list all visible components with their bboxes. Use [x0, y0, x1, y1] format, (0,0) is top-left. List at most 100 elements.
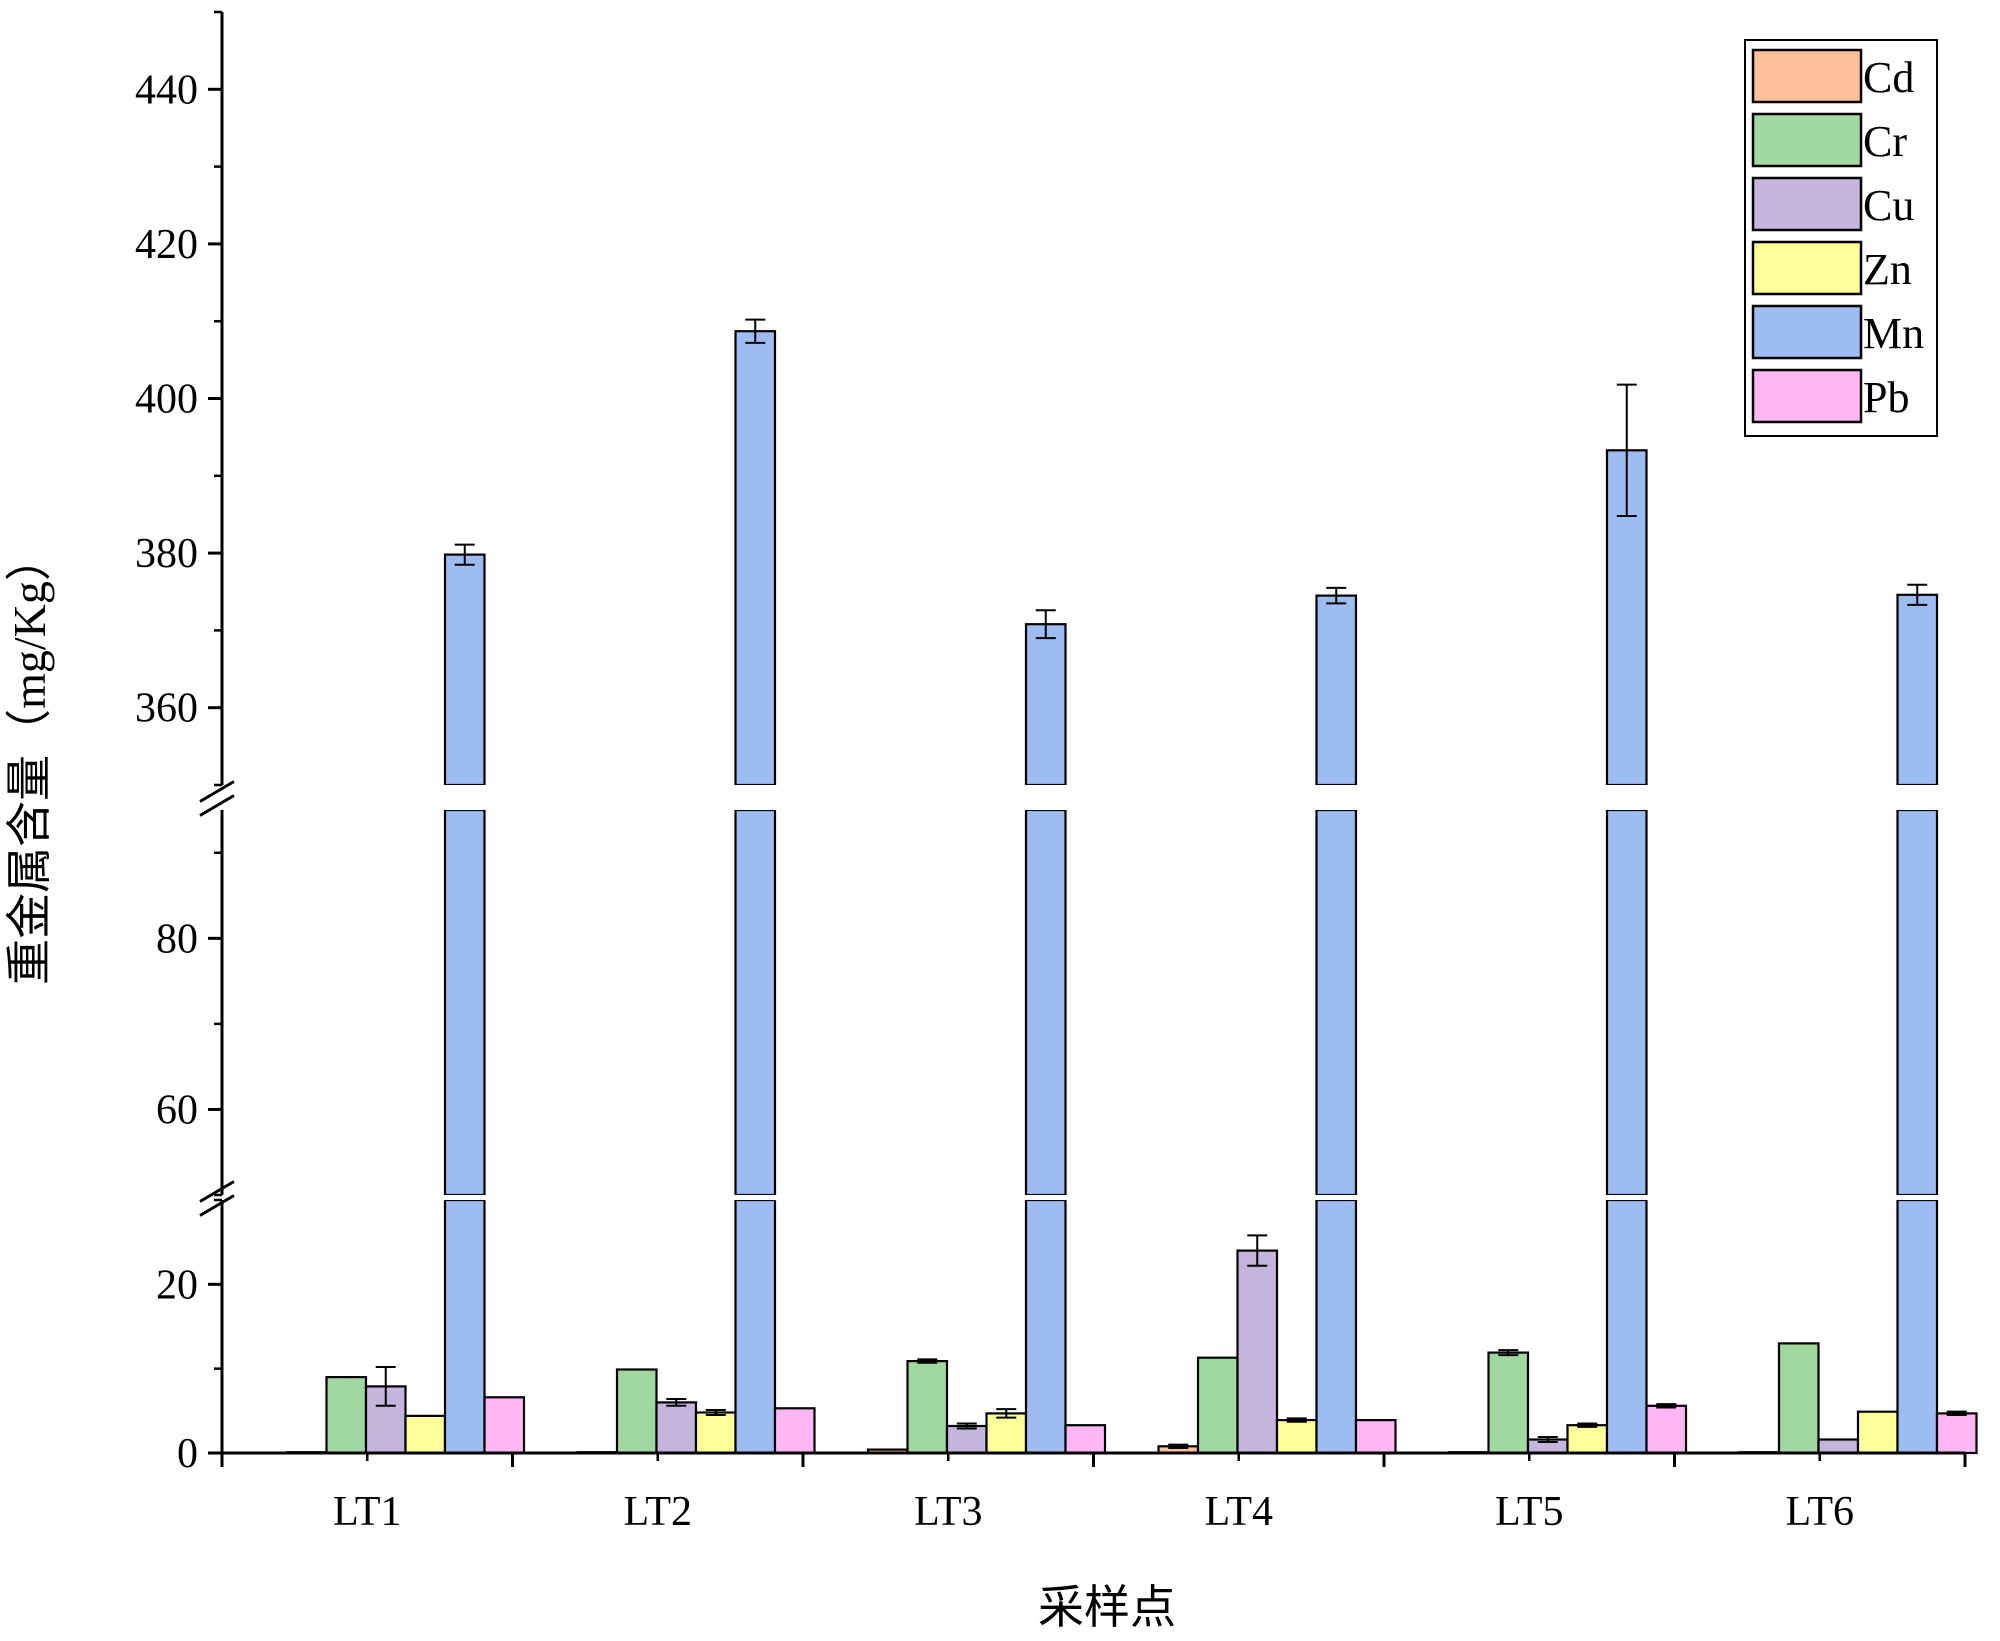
- y-tick-label-440: 440: [135, 67, 198, 113]
- axis-breaks-layer: [199, 780, 1967, 1217]
- y-tick-label-0: 0: [177, 1431, 198, 1477]
- error-bar-mn-lt6: [1907, 583, 1928, 606]
- axis-break-mark-a-1: [199, 1180, 235, 1203]
- y-tick-label-380: 380: [135, 531, 198, 577]
- bar-zn-lt1-part0: [404, 1414, 447, 1455]
- x-axis-title: 采样点: [1038, 1582, 1176, 1633]
- bar-mn-lt6-part0: [1896, 1198, 1939, 1455]
- legend-swatch-cr: [1751, 112, 1863, 168]
- bar-mn-lt3-part1: [1024, 808, 1067, 1197]
- axis-break-mark-b-1: [199, 1194, 235, 1217]
- bar-mn-lt2-part1: [734, 808, 777, 1197]
- bar-mn-lt1-part2: [443, 553, 486, 787]
- legend-label-cu: Cu: [1863, 181, 1914, 230]
- bar-pb-lt5-part0: [1645, 1404, 1688, 1455]
- axis-break-mark-b-2: [199, 794, 235, 817]
- bar-zn-lt5-part0: [1566, 1424, 1609, 1455]
- error-bar-cr-lt5: [1498, 1349, 1519, 1357]
- y-tick-label-20: 20: [156, 1262, 198, 1308]
- legend-label-pb: Pb: [1863, 373, 1909, 422]
- legend-swatch-zn: [1751, 240, 1863, 296]
- bar-cr-lt3-part0: [906, 1359, 949, 1455]
- legend: Cd Cr Cu Zn Mn Pb: [1744, 39, 1938, 437]
- bar-mn-lt4-part2: [1315, 594, 1358, 787]
- x-tick-label-lt4: LT4: [1205, 1489, 1273, 1535]
- bar-pb-lt1-part0: [483, 1396, 526, 1455]
- axis-break-mark-a-2: [199, 780, 235, 803]
- x-tick-label-lt6: LT6: [1786, 1489, 1854, 1535]
- legend-swatch-pb: [1751, 368, 1863, 424]
- bar-mn-lt5-part1: [1605, 808, 1648, 1197]
- y-axis-title: 重金属含量（mg/Kg）: [4, 535, 55, 985]
- bar-mn-lt6-part1: [1896, 808, 1939, 1197]
- bar-zn-lt4-part0: [1275, 1418, 1318, 1455]
- legend-swatch-cu: [1751, 176, 1863, 232]
- bar-pb-lt2-part0: [773, 1407, 816, 1455]
- legend-label-mn: Mn: [1863, 309, 1924, 358]
- error-bar-mn-lt5: [1616, 383, 1637, 517]
- legend-label-cd: Cd: [1863, 53, 1914, 102]
- error-bar-cr-lt3: [917, 1358, 938, 1364]
- y-tick-label-60: 60: [156, 1087, 198, 1133]
- bar-pb-lt4-part0: [1354, 1418, 1397, 1455]
- y-tick-label-400: 400: [135, 377, 198, 423]
- bar-cu-lt3-part0: [945, 1424, 988, 1455]
- bar-mn-lt2-part2: [734, 330, 777, 787]
- error-bar-zn-lt2: [705, 1408, 726, 1417]
- axis-break-gap-1: [224, 1195, 1967, 1200]
- error-bar-zn-lt3: [996, 1408, 1017, 1419]
- bar-cu-lt2-part0: [655, 1401, 698, 1455]
- bar-mn-lt4-part1: [1315, 808, 1358, 1197]
- bar-zn-lt6-part0: [1856, 1410, 1899, 1455]
- bar-cr-lt4-part0: [1196, 1356, 1239, 1455]
- axis-break-gap-2: [224, 785, 1967, 810]
- error-bar-cu-lt4: [1247, 1234, 1268, 1267]
- bar-pb-lt3-part0: [1064, 1424, 1107, 1455]
- error-bar-zn-lt5: [1577, 1422, 1598, 1428]
- x-tick-label-lt2: LT2: [624, 1489, 692, 1535]
- bar-cu-lt6-part0: [1817, 1438, 1860, 1455]
- bar-mn-lt6-part2: [1896, 593, 1939, 787]
- error-bar-mn-lt4: [1326, 586, 1347, 605]
- error-bar-zn-lt4: [1286, 1417, 1307, 1423]
- legend-label-zn: Zn: [1863, 245, 1912, 294]
- x-tick-label-lt3: LT3: [914, 1489, 982, 1535]
- error-bar-mn-lt1: [454, 543, 475, 566]
- bar-cu-lt4-part0: [1236, 1249, 1279, 1455]
- error-bar-cu-lt2: [666, 1398, 687, 1407]
- bar-mn-lt3-part2: [1024, 623, 1067, 787]
- error-bar-mn-lt2: [745, 318, 766, 344]
- bar-mn-lt2-part0: [734, 1198, 777, 1455]
- error-bar-cu-lt3: [956, 1422, 977, 1430]
- axis-break-gap-axis-1: [210, 1193, 234, 1202]
- error-bar-cd-lt4: [1168, 1443, 1189, 1449]
- x-tick-label-lt1: LT1: [333, 1489, 401, 1535]
- legend-label-cr: Cr: [1863, 117, 1907, 166]
- axes-layer: 0 20 60 80 360 380 400 420 440 LT1 LT2 LT3 LT4 LT5 LT6: [135, 10, 1967, 1535]
- bar-cr-lt5-part0: [1487, 1351, 1530, 1455]
- y-tick-label-360: 360: [135, 686, 198, 732]
- error-bar-cu-lt5: [1537, 1435, 1558, 1444]
- bar-cr-lt6-part0: [1777, 1342, 1820, 1455]
- bar-zn-lt3-part0: [985, 1412, 1028, 1455]
- error-bar-cu-lt1: [375, 1365, 396, 1407]
- bars-layer: [285, 318, 1978, 1455]
- bar-cr-lt2-part0: [615, 1368, 658, 1455]
- bar-mn-lt3-part0: [1024, 1198, 1067, 1455]
- error-bar-pb-lt5: [1656, 1403, 1677, 1409]
- legend-swatch-cd: [1751, 48, 1863, 104]
- bar-cr-lt1-part0: [325, 1375, 368, 1455]
- bar-pb-lt6-part0: [1935, 1412, 1978, 1455]
- y-tick-label-80: 80: [156, 916, 198, 962]
- error-bar-mn-lt3: [1035, 609, 1056, 640]
- y-tick-label-420: 420: [135, 222, 198, 268]
- bar-mn-lt5-part0: [1605, 1198, 1648, 1455]
- error-bar-pb-lt6: [1946, 1410, 1967, 1417]
- bar-mn-lt1-part0: [443, 1198, 486, 1455]
- bar-mn-lt4-part0: [1315, 1198, 1358, 1455]
- bar-zn-lt2-part0: [694, 1411, 737, 1455]
- legend-swatch-mn: [1751, 304, 1863, 360]
- x-tick-label-lt5: LT5: [1495, 1489, 1563, 1535]
